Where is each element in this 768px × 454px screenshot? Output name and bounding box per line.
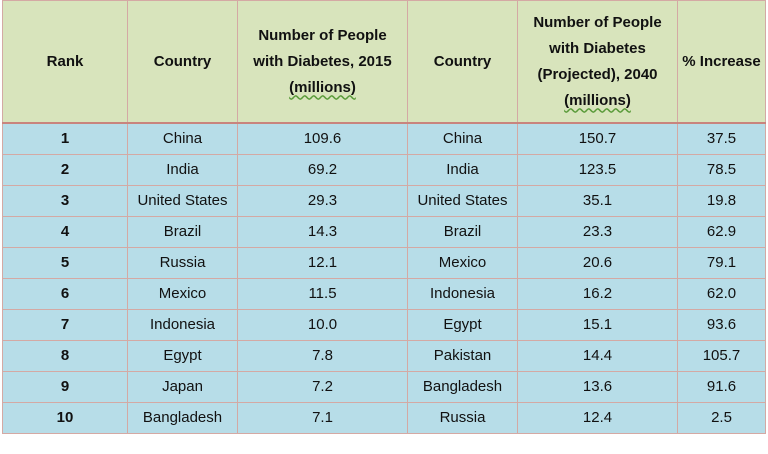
cell-people-2015: 109.6	[237, 122, 408, 155]
cell-country-2015: India	[127, 154, 238, 186]
cell-country-2040: Indonesia	[407, 278, 518, 310]
cell-increase: 62.9	[677, 216, 766, 248]
diabetes-ranking-table: Rank Country Number of People with Diabe…	[2, 0, 766, 434]
header-people-2040: Number of People with Diabetes (Projecte…	[517, 0, 678, 124]
cell-people-2040: 13.6	[517, 371, 678, 403]
cell-increase: 19.8	[677, 185, 766, 217]
cell-people-2015: 69.2	[237, 154, 408, 186]
cell-people-2040: 23.3	[517, 216, 678, 248]
cell-rank: 3	[2, 185, 128, 217]
cell-people-2040: 15.1	[517, 309, 678, 341]
table-row: 6 Mexico 11.5 Indonesia 16.2 62.0	[2, 278, 766, 310]
header-increase: % Increase	[677, 0, 766, 124]
cell-people-2040: 16.2	[517, 278, 678, 310]
cell-increase: 93.6	[677, 309, 766, 341]
header-people-2015: Number of People with Diabetes, 2015 (mi…	[237, 0, 408, 124]
table-body: 1 China 109.6 China 150.7 37.5 2 India 69.2 India…	[2, 122, 766, 434]
header-row: Rank Country Number of People with Diabe…	[2, 0, 766, 124]
cell-country-2040: Pakistan	[407, 340, 518, 372]
table-row: 3 United States 29.3 United States 35.1 19.8	[2, 185, 766, 217]
cell-people-2040: 35.1	[517, 185, 678, 217]
cell-country-2040: Brazil	[407, 216, 518, 248]
cell-country-2040: Egypt	[407, 309, 518, 341]
cell-rank: 9	[2, 371, 128, 403]
cell-people-2040: 12.4	[517, 402, 678, 434]
table-row: 2 India 69.2 India 123.5 78.5	[2, 154, 766, 186]
cell-country-2015: Russia	[127, 247, 238, 279]
table-row: 8 Egypt 7.8 Pakistan 14.4 105.7	[2, 340, 766, 372]
cell-increase: 62.0	[677, 278, 766, 310]
cell-country-2015: Egypt	[127, 340, 238, 372]
header-people-2040-label: Number of People with Diabetes (Projecte…	[533, 13, 662, 83]
cell-people-2015: 7.1	[237, 402, 408, 434]
cell-people-2015: 12.1	[237, 247, 408, 279]
cell-rank: 6	[2, 278, 128, 310]
table-row: 5 Russia 12.1 Mexico 20.6 79.1	[2, 247, 766, 279]
cell-people-2040: 150.7	[517, 122, 678, 155]
cell-country-2015: China	[127, 122, 238, 155]
cell-rank: 4	[2, 216, 128, 248]
cell-increase: 105.7	[677, 340, 766, 372]
cell-people-2040: 20.6	[517, 247, 678, 279]
cell-country-2040: India	[407, 154, 518, 186]
cell-increase: 37.5	[677, 122, 766, 155]
cell-people-2015: 29.3	[237, 185, 408, 217]
table-row: 4 Brazil 14.3 Brazil 23.3 62.9	[2, 216, 766, 248]
cell-country-2040: Russia	[407, 402, 518, 434]
cell-people-2015: 14.3	[237, 216, 408, 248]
cell-people-2040: 123.5	[517, 154, 678, 186]
table-header: Rank Country Number of People with Diabe…	[2, 0, 766, 124]
table-row: 1 China 109.6 China 150.7 37.5	[2, 122, 766, 155]
cell-increase: 91.6	[677, 371, 766, 403]
header-rank: Rank	[2, 0, 128, 124]
cell-people-2015: 7.2	[237, 371, 408, 403]
cell-country-2040: China	[407, 122, 518, 155]
table-row: 9 Japan 7.2 Bangladesh 13.6 91.6	[2, 371, 766, 403]
cell-country-2040: United States	[407, 185, 518, 217]
cell-rank: 5	[2, 247, 128, 279]
header-people-2015-label: Number of People with Diabetes, 2015	[253, 26, 392, 70]
cell-people-2015: 11.5	[237, 278, 408, 310]
header-people-2015-unit: (millions)	[289, 78, 356, 96]
header-people-2040-unit: (millions)	[564, 91, 631, 109]
cell-people-2015: 10.0	[237, 309, 408, 341]
cell-increase: 79.1	[677, 247, 766, 279]
cell-rank: 1	[2, 122, 128, 155]
cell-country-2015: Japan	[127, 371, 238, 403]
cell-rank: 10	[2, 402, 128, 434]
cell-increase: 78.5	[677, 154, 766, 186]
cell-country-2015: United States	[127, 185, 238, 217]
cell-country-2015: Brazil	[127, 216, 238, 248]
cell-people-2040: 14.4	[517, 340, 678, 372]
cell-rank: 2	[2, 154, 128, 186]
table-row: 7 Indonesia 10.0 Egypt 15.1 93.6	[2, 309, 766, 341]
header-country-2015: Country	[127, 0, 238, 124]
cell-people-2015: 7.8	[237, 340, 408, 372]
cell-rank: 8	[2, 340, 128, 372]
table-row: 10 Bangladesh 7.1 Russia 12.4 2.5	[2, 402, 766, 434]
cell-increase: 2.5	[677, 402, 766, 434]
cell-country-2015: Bangladesh	[127, 402, 238, 434]
cell-country-2040: Mexico	[407, 247, 518, 279]
cell-rank: 7	[2, 309, 128, 341]
cell-country-2015: Mexico	[127, 278, 238, 310]
cell-country-2040: Bangladesh	[407, 371, 518, 403]
header-country-2040: Country	[407, 0, 518, 124]
cell-country-2015: Indonesia	[127, 309, 238, 341]
